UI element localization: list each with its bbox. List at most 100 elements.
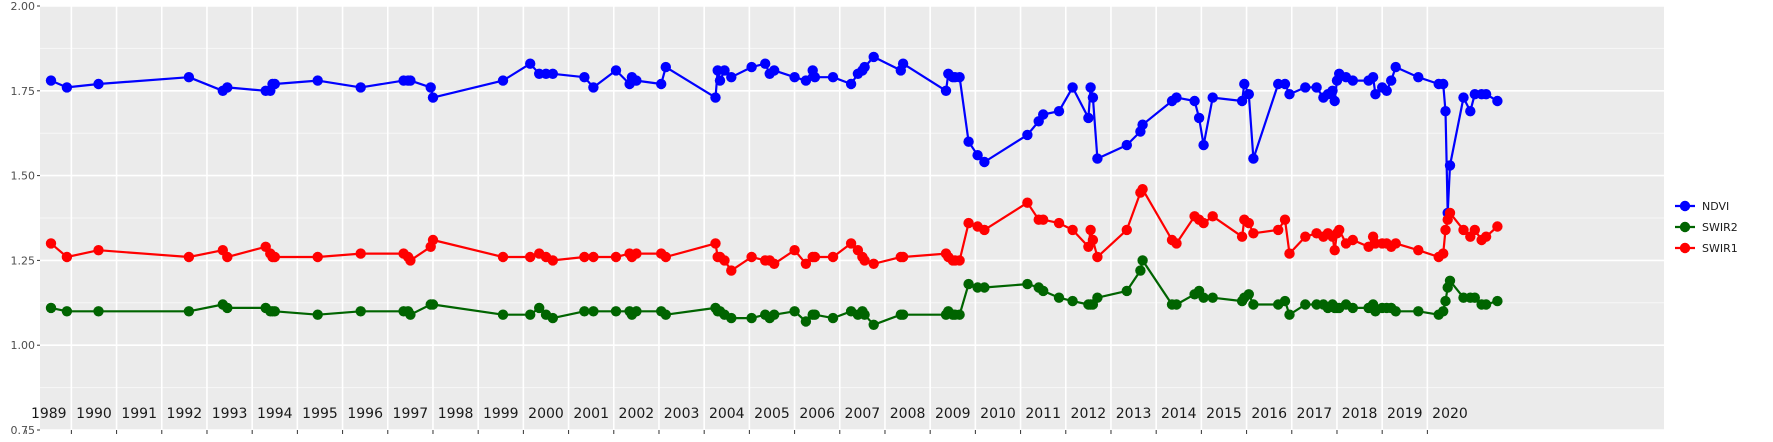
data-point bbox=[789, 306, 800, 317]
data-point bbox=[355, 248, 366, 259]
data-point bbox=[746, 312, 757, 324]
data-point bbox=[269, 78, 280, 90]
data-point bbox=[1171, 92, 1182, 103]
data-point bbox=[547, 255, 558, 266]
data-point bbox=[93, 78, 104, 90]
data-point bbox=[1279, 78, 1291, 90]
data-point bbox=[1087, 234, 1099, 246]
year-label: 1996 bbox=[347, 406, 383, 422]
data-point bbox=[1038, 285, 1049, 297]
data-point bbox=[1137, 255, 1148, 266]
data-point bbox=[1207, 92, 1218, 103]
data-point bbox=[710, 238, 721, 249]
data-point bbox=[1248, 299, 1259, 310]
legend: NDVI SWIR2 SWIR1 bbox=[1675, 200, 1738, 255]
data-point bbox=[769, 309, 780, 320]
year-label: 1999 bbox=[483, 406, 519, 422]
data-point bbox=[656, 78, 667, 90]
data-point bbox=[45, 75, 57, 86]
data-point bbox=[1480, 89, 1492, 100]
year-label: 2012 bbox=[1071, 406, 1107, 422]
data-point bbox=[497, 251, 509, 263]
data-point bbox=[1067, 295, 1078, 307]
data-point bbox=[525, 309, 536, 320]
data-point bbox=[579, 72, 590, 83]
year-label: 2017 bbox=[1297, 406, 1333, 422]
data-point bbox=[1492, 95, 1503, 107]
legend-item-swir1: SWIR1 bbox=[1675, 242, 1738, 255]
year-label: 2007 bbox=[845, 406, 881, 422]
data-point bbox=[1189, 95, 1200, 107]
data-point bbox=[963, 278, 974, 290]
data-point bbox=[1327, 85, 1338, 97]
data-point bbox=[1092, 153, 1103, 164]
data-point bbox=[845, 238, 857, 249]
data-point bbox=[588, 251, 599, 263]
data-point bbox=[1334, 224, 1345, 236]
data-point bbox=[1300, 231, 1311, 242]
year-label: 2015 bbox=[1206, 406, 1242, 422]
data-point bbox=[610, 306, 622, 317]
year-label: 2004 bbox=[709, 406, 745, 422]
data-point bbox=[1092, 292, 1103, 303]
data-point bbox=[979, 282, 990, 293]
legend-label: SWIR2 bbox=[1702, 221, 1738, 234]
year-label: 2006 bbox=[799, 406, 835, 422]
data-point bbox=[547, 68, 558, 80]
year-label: 2000 bbox=[528, 406, 564, 422]
data-point bbox=[1444, 160, 1456, 171]
data-point bbox=[1038, 214, 1049, 225]
data-point bbox=[1458, 224, 1469, 236]
data-point bbox=[405, 255, 416, 266]
data-point bbox=[1347, 75, 1359, 86]
data-point bbox=[610, 251, 622, 263]
y-tick-label: 1.25 bbox=[11, 254, 36, 267]
data-point bbox=[1053, 217, 1065, 229]
data-point bbox=[1087, 92, 1099, 103]
data-point bbox=[631, 248, 642, 259]
data-point bbox=[1137, 184, 1148, 195]
data-point bbox=[183, 306, 195, 317]
year-label: 2002 bbox=[619, 406, 655, 422]
data-point bbox=[1390, 238, 1401, 249]
data-point bbox=[1413, 72, 1424, 83]
data-point bbox=[312, 309, 323, 320]
data-point bbox=[610, 65, 622, 76]
data-point bbox=[827, 72, 839, 83]
data-point bbox=[868, 319, 879, 330]
data-point bbox=[1248, 153, 1259, 164]
data-point bbox=[1413, 245, 1424, 256]
data-point bbox=[588, 306, 599, 317]
data-point bbox=[1121, 139, 1133, 151]
year-label: 1994 bbox=[257, 406, 293, 422]
data-point bbox=[1438, 306, 1449, 317]
data-point bbox=[222, 82, 233, 93]
data-point bbox=[1085, 224, 1096, 236]
data-point bbox=[534, 302, 545, 314]
data-point bbox=[45, 238, 57, 249]
data-point bbox=[1390, 61, 1401, 73]
data-point bbox=[1243, 89, 1255, 100]
data-point bbox=[1469, 292, 1481, 303]
data-point bbox=[710, 92, 721, 103]
data-point bbox=[588, 82, 599, 93]
data-point bbox=[660, 309, 671, 320]
year-label: 2018 bbox=[1342, 406, 1378, 422]
year-label: 2019 bbox=[1387, 406, 1423, 422]
year-label: 1995 bbox=[302, 406, 338, 422]
data-point bbox=[93, 245, 104, 256]
data-point bbox=[1480, 299, 1492, 310]
data-point bbox=[1022, 197, 1033, 208]
data-point bbox=[1311, 82, 1322, 93]
data-point bbox=[963, 217, 974, 229]
legend-key-point bbox=[1679, 242, 1691, 254]
data-point bbox=[427, 234, 439, 246]
data-point bbox=[1239, 78, 1250, 90]
data-point bbox=[1480, 231, 1492, 242]
data-point bbox=[355, 306, 366, 317]
data-point bbox=[405, 309, 416, 320]
data-point bbox=[897, 58, 909, 69]
year-label: 1997 bbox=[393, 406, 429, 422]
data-point bbox=[425, 82, 436, 93]
data-point bbox=[1207, 292, 1218, 303]
